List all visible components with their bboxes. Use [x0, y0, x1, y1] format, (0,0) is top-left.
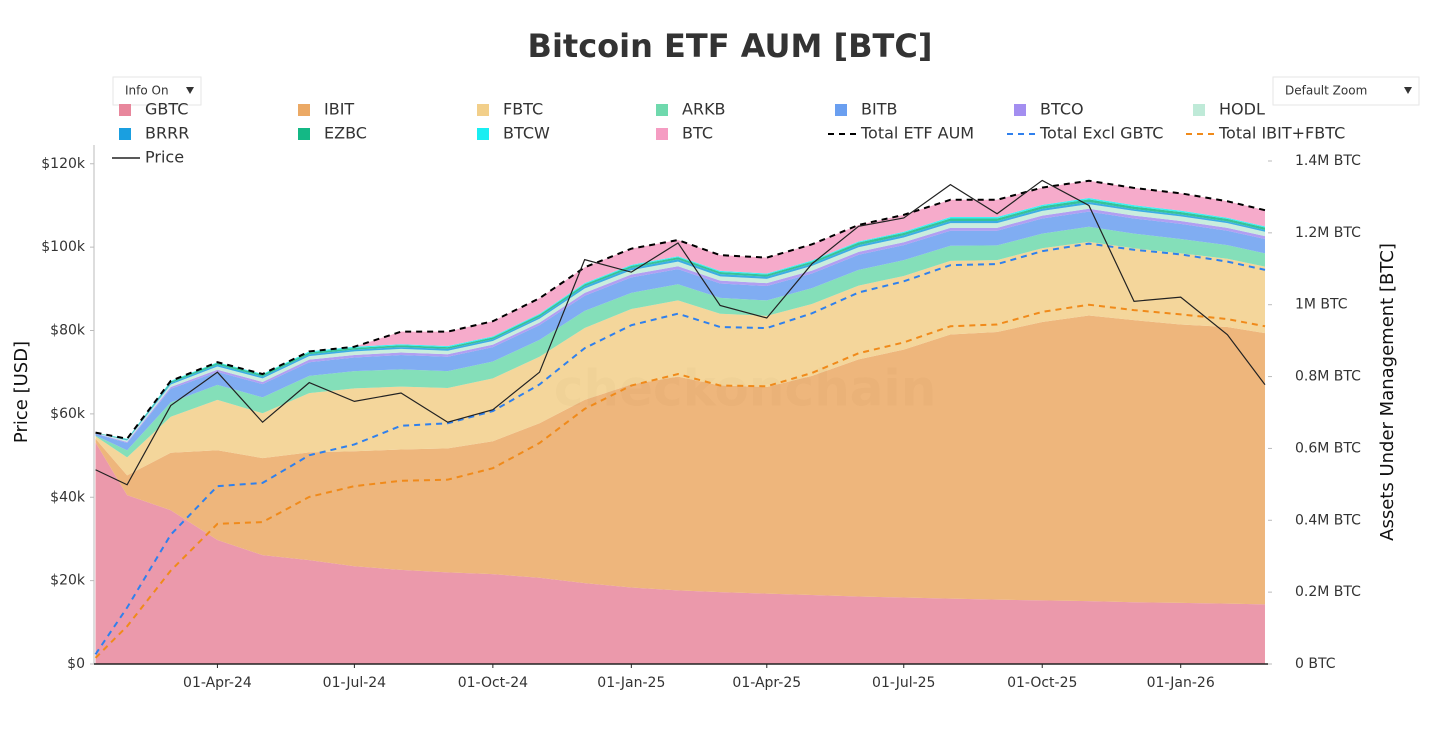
legend-label[interactable]: FBTC: [503, 100, 543, 119]
area: [95, 180, 1265, 439]
legend-label[interactable]: IBIT: [324, 100, 354, 119]
y-axis-title: Price [USD]: [11, 341, 32, 443]
y-tick-label: $120k: [41, 156, 86, 172]
legend-item[interactable]: Price: [112, 148, 184, 167]
legend-label[interactable]: BITB: [861, 100, 897, 119]
y-tick-label: $80k: [50, 323, 86, 339]
legend-label[interactable]: BTCO: [1040, 100, 1084, 119]
y2-tick-label: 0.2M BTC: [1295, 584, 1361, 600]
legend-label[interactable]: Total ETF AUM: [860, 124, 974, 143]
legend-label[interactable]: BTC: [682, 124, 713, 143]
legend-swatch[interactable]: [835, 104, 847, 116]
legend-label[interactable]: EZBC: [324, 124, 367, 143]
y2-axis-title: Assets Under Management [BTC]: [1377, 243, 1398, 541]
legend-swatch[interactable]: [298, 128, 310, 140]
legend-swatch[interactable]: [477, 128, 489, 140]
area: [95, 442, 1265, 664]
x-tick-label: 01-Jan-26: [1147, 675, 1215, 691]
legend-item[interactable]: EZBC: [298, 124, 367, 143]
x-tick-label: 01-Apr-24: [183, 675, 252, 691]
area: [95, 226, 1265, 458]
legend-label[interactable]: Total Excl GBTC: [1039, 124, 1163, 143]
legend-label[interactable]: Price: [145, 148, 184, 167]
y-tick-label: $20k: [50, 573, 86, 589]
y2-tick-label: 1.4M BTC: [1295, 153, 1361, 169]
line: [94, 303, 1266, 659]
legend-swatch[interactable]: [1014, 104, 1026, 116]
legend-item[interactable]: BTCO: [1014, 100, 1084, 119]
x-tick-label: 01-Oct-24: [458, 675, 528, 691]
x-tick-label: 01-Oct-25: [1007, 675, 1077, 691]
legend-item[interactable]: ARKB: [656, 100, 726, 119]
y2-tick-label: 0.6M BTC: [1295, 440, 1361, 456]
dropdown-arrow[interactable]: [186, 87, 194, 94]
legend-item[interactable]: GBTC: [119, 100, 188, 119]
zoom-button[interactable]: Default Zoom: [1272, 76, 1420, 106]
dropdown-arrow[interactable]: [1404, 87, 1412, 94]
plot-area: [94, 179, 1266, 664]
x-tick-label: 01-Jan-25: [597, 675, 665, 691]
legend-swatch[interactable]: [1193, 104, 1205, 116]
x-tick-label: 01-Jul-24: [323, 675, 386, 691]
legend-label[interactable]: Total IBIT+FBTC: [1218, 124, 1345, 143]
legend-item[interactable]: IBIT: [298, 100, 354, 119]
line: [95, 179, 1266, 486]
y-tick-label: $40k: [50, 489, 86, 505]
legend-item[interactable]: BTC: [656, 124, 713, 143]
button-label[interactable]: Default Zoom: [1285, 84, 1367, 98]
legend-swatch[interactable]: [119, 104, 131, 116]
legend-swatch[interactable]: [477, 104, 489, 116]
area: [95, 315, 1265, 605]
legend-item[interactable]: BTCW: [477, 124, 550, 143]
y2-tick-label: 0.4M BTC: [1295, 512, 1361, 528]
legend-item[interactable]: BITB: [835, 100, 897, 119]
legend-item[interactable]: BRRR: [119, 124, 189, 143]
legend-item[interactable]: Total Excl GBTC: [1007, 124, 1163, 143]
legend-swatch[interactable]: [656, 128, 668, 140]
legend-swatch[interactable]: [656, 104, 668, 116]
legend-item[interactable]: FBTC: [477, 100, 543, 119]
legend-item[interactable]: Total IBIT+FBTC: [1186, 124, 1345, 143]
y2-tick-label: 1.2M BTC: [1295, 225, 1361, 241]
x-tick-label: 01-Jul-25: [872, 675, 935, 691]
legend-label[interactable]: BTCW: [503, 124, 550, 143]
y-tick-label: $100k: [41, 239, 86, 255]
legend-label[interactable]: HODL: [1219, 100, 1265, 119]
legend-swatch[interactable]: [298, 104, 310, 116]
y-tick-label: $0: [67, 656, 85, 672]
legend-swatch[interactable]: [119, 128, 131, 140]
legend-item[interactable]: Total ETF AUM: [828, 124, 974, 143]
legend-item[interactable]: HODL: [1193, 100, 1265, 119]
y2-tick-label: 0.8M BTC: [1295, 369, 1361, 385]
x-tick-label: 01-Apr-25: [732, 675, 801, 691]
legend-label[interactable]: BRRR: [145, 124, 189, 143]
legend-label[interactable]: GBTC: [145, 100, 188, 119]
info-button[interactable]: Info On: [112, 76, 202, 106]
button-box[interactable]: [1272, 76, 1420, 106]
y2-tick-label: 0 BTC: [1295, 656, 1336, 672]
y-tick-label: $60k: [50, 406, 86, 422]
legend-label[interactable]: ARKB: [682, 100, 726, 119]
y2-tick-label: 1M BTC: [1295, 297, 1348, 313]
area: [95, 241, 1265, 476]
button-box[interactable]: [112, 76, 202, 106]
button-label[interactable]: Info On: [125, 84, 169, 98]
chart-title: Bitcoin ETF AUM [BTC]: [528, 27, 933, 65]
